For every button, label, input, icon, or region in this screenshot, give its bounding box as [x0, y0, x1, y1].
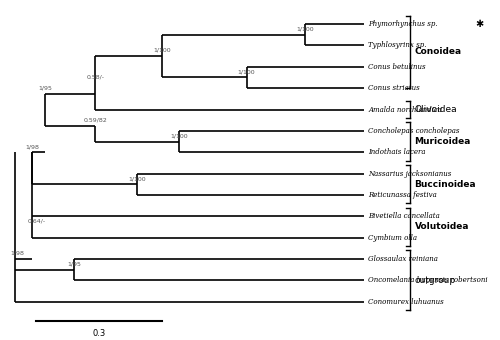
- Text: ✱: ✱: [476, 19, 484, 29]
- Text: Nassarius jacksonianus: Nassarius jacksonianus: [368, 170, 452, 177]
- Text: 1/100: 1/100: [296, 27, 314, 32]
- Text: Volutoidea: Volutoidea: [414, 222, 469, 232]
- Text: outgroup: outgroup: [414, 276, 456, 285]
- Text: Amalda northlandica: Amalda northlandica: [368, 105, 442, 114]
- Text: Typhlosyrinx sp.: Typhlosyrinx sp.: [368, 41, 427, 50]
- Text: Phymorhynchus sp.: Phymorhynchus sp.: [368, 20, 438, 28]
- Text: 0.64/-: 0.64/-: [28, 219, 46, 224]
- Text: Bivetiella cancellata: Bivetiella cancellata: [368, 212, 440, 220]
- Text: Olivoidea: Olivoidea: [414, 105, 457, 114]
- Text: 1/100: 1/100: [170, 133, 188, 138]
- Text: 1/98: 1/98: [10, 251, 24, 256]
- Text: Oncomelania hupensis robertsoni: Oncomelania hupensis robertsoni: [368, 276, 488, 284]
- Text: Glossaulax reiniana: Glossaulax reiniana: [368, 255, 438, 263]
- Text: Indothais lacera: Indothais lacera: [368, 148, 426, 156]
- Text: 1/95: 1/95: [68, 261, 81, 267]
- Text: Cymbium olla: Cymbium olla: [368, 234, 418, 242]
- Text: Buccinoidea: Buccinoidea: [414, 180, 476, 189]
- Text: 0.3: 0.3: [93, 329, 106, 338]
- Text: 1/95: 1/95: [38, 85, 52, 90]
- Text: Reticunassa festiva: Reticunassa festiva: [368, 191, 437, 199]
- Text: Concholepas concholepas: Concholepas concholepas: [368, 127, 460, 135]
- Text: 0.59/82: 0.59/82: [84, 117, 107, 122]
- Text: 0.58/-: 0.58/-: [86, 74, 104, 80]
- Text: Conus striatus: Conus striatus: [368, 84, 420, 92]
- Text: Muricoidea: Muricoidea: [414, 137, 471, 146]
- Text: 1/100: 1/100: [238, 69, 256, 74]
- Text: Conus betulinus: Conus betulinus: [368, 63, 426, 71]
- Text: 1/100: 1/100: [154, 48, 172, 53]
- Text: 1/100: 1/100: [128, 176, 146, 181]
- Text: Conomurex luhuanus: Conomurex luhuanus: [368, 298, 444, 306]
- Text: 1/98: 1/98: [26, 144, 39, 149]
- Text: Conoidea: Conoidea: [414, 47, 462, 56]
